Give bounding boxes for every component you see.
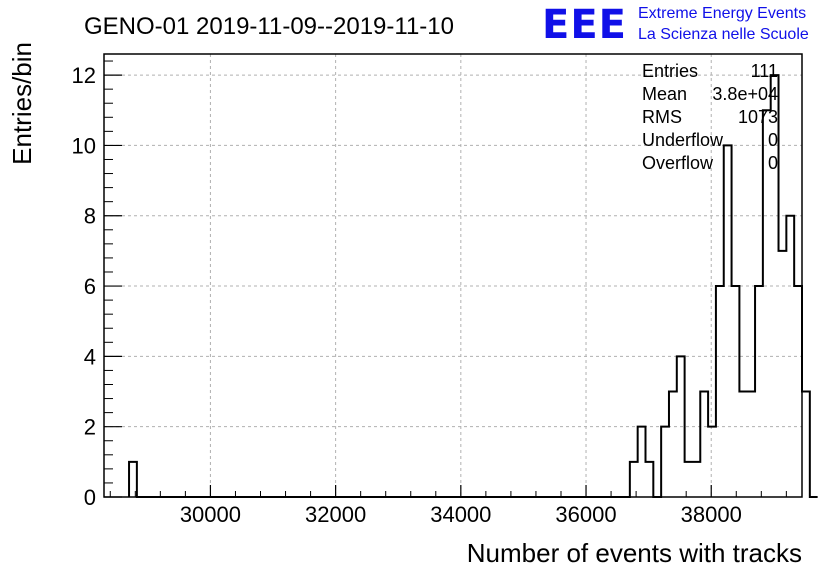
plot-frame (103, 53, 803, 498)
histogram-outline (128, 74, 818, 498)
histogram-bin (755, 286, 763, 497)
histogram-bin (661, 427, 669, 497)
stats-box: Entries 111 Mean 3.8e+04 RMS 1073 Underflow 0 Ov… (642, 61, 778, 173)
y-axis-label: Entries/bin (7, 42, 37, 165)
y-tick-label: 8 (84, 204, 96, 229)
histogram-bin (794, 286, 802, 497)
x-tick-label: 36000 (555, 502, 616, 527)
histogram-bin (669, 392, 677, 497)
histogram-bin (630, 462, 638, 497)
x-tick-label: 30000 (180, 502, 241, 527)
stats-value: 1073 (738, 107, 778, 127)
stats-value: 111 (751, 61, 778, 81)
x-tick-label: 32000 (305, 502, 366, 527)
histogram-bin (129, 462, 137, 497)
stats-value: 0 (768, 153, 778, 173)
grid-lines (104, 54, 802, 497)
y-tick-label: 12 (72, 63, 96, 88)
histogram-bin (708, 427, 716, 497)
stats-label: Entries (642, 61, 698, 81)
histogram-bin (732, 286, 740, 497)
logo-line-2: La Scienza nelle Scuole (638, 26, 809, 43)
histogram-bin (645, 462, 653, 497)
histogram-bin (692, 462, 700, 497)
histogram-bin (724, 145, 732, 497)
x-axis-label: Number of events with tracks (467, 538, 802, 568)
eee-logo: EEE Extreme Energy Events La Scienza nel… (542, 2, 809, 48)
eee-logo-text: EEE (542, 2, 627, 48)
stats-label: Mean (642, 84, 687, 104)
x-tick-label: 38000 (681, 502, 742, 527)
stats-label: Underflow (642, 130, 724, 150)
y-tick-label: 6 (84, 274, 96, 299)
histogram-bin (685, 462, 693, 497)
stats-label: RMS (642, 107, 682, 127)
stats-value: 0 (768, 130, 778, 150)
histogram-bin (716, 286, 724, 497)
tick-labels: 30000 32000 34000 36000 38000 0 2 4 6 8 10 12 (72, 63, 742, 527)
histogram-bin (677, 356, 685, 497)
stats-value: 3.8e+04 (712, 84, 778, 104)
logo-line-1: Extreme Energy Events (638, 5, 806, 22)
histogram-bin (638, 427, 646, 497)
histogram-bin (747, 392, 755, 497)
histogram-bin (779, 251, 787, 497)
y-tick-label: 4 (84, 344, 96, 369)
histogram-bin (786, 216, 794, 497)
stats-label: Overflow (642, 153, 714, 173)
histogram-bin (802, 392, 810, 497)
x-tick-label: 34000 (430, 502, 491, 527)
y-tick-label: 2 (84, 415, 96, 440)
histogram-bin (700, 392, 708, 497)
y-tick-label: 10 (72, 133, 96, 158)
chart-title: GENO-01 2019-11-09--2019-11-10 (84, 13, 454, 40)
y-tick-label: 0 (84, 485, 96, 510)
histogram-bin (739, 392, 747, 497)
